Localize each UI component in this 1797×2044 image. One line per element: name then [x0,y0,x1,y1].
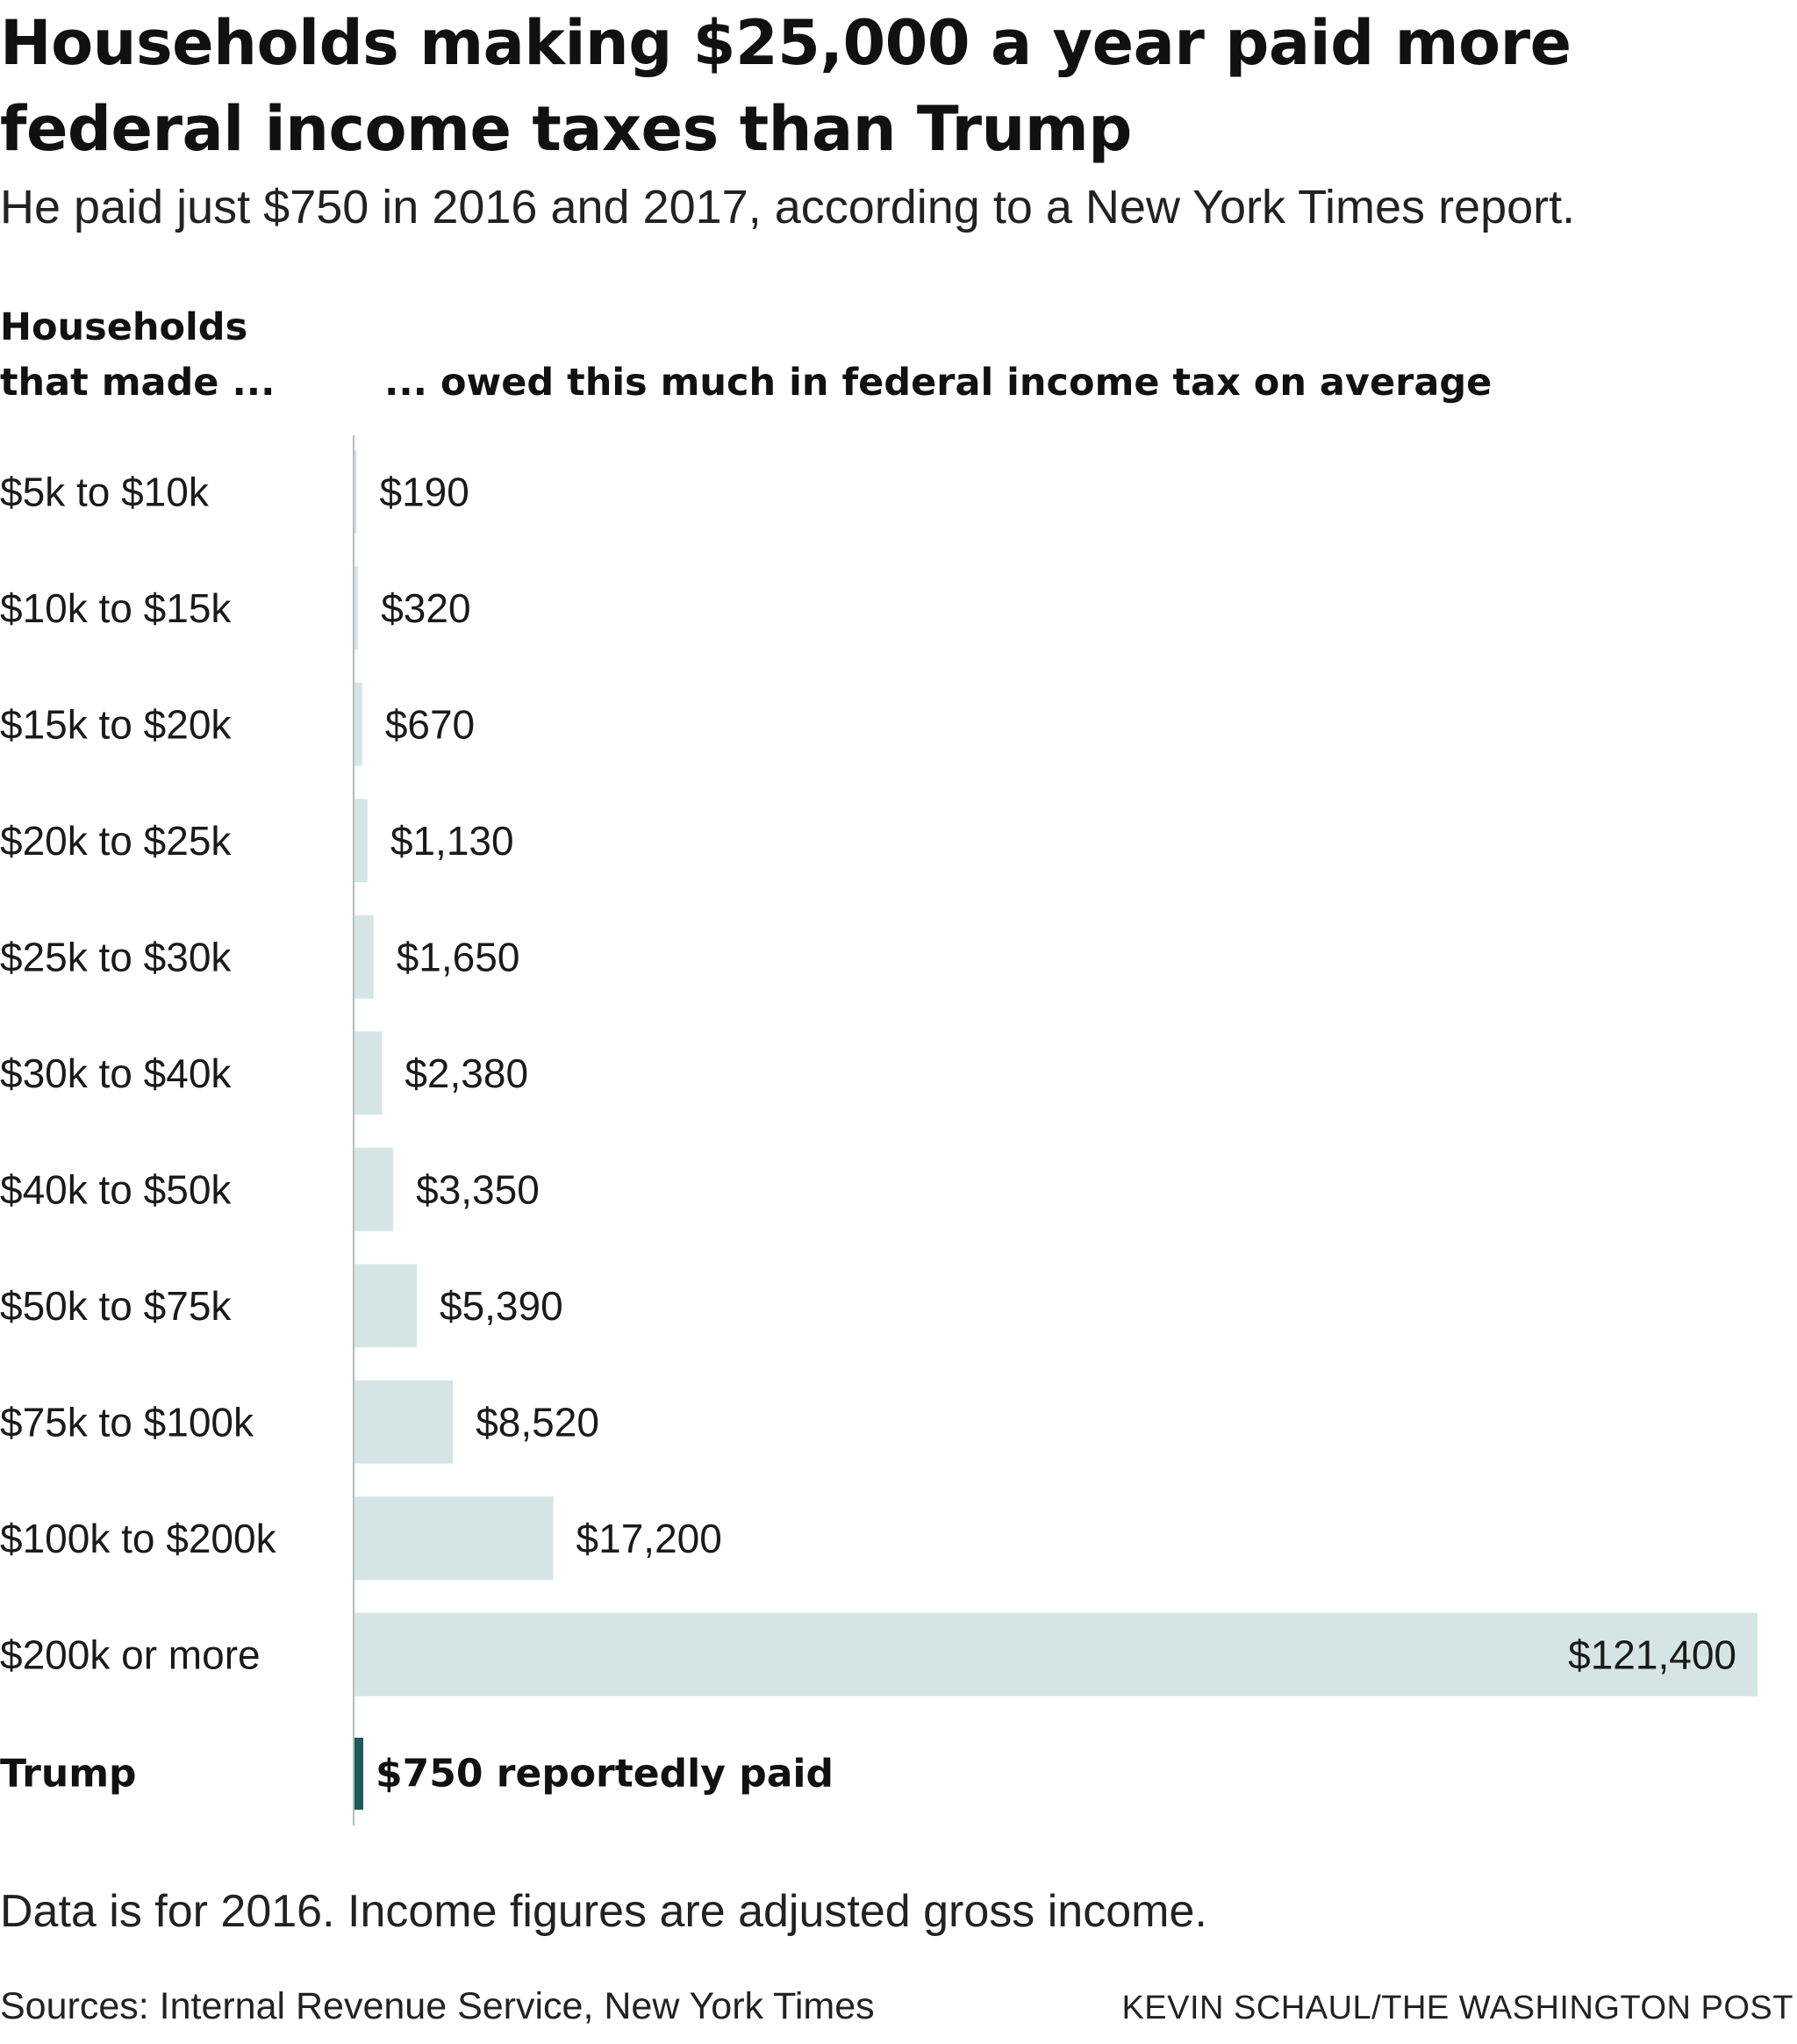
category-label: $25k to $30k [0,934,232,979]
chart-subtitle: He paid just $750 in 2016 and 2017, acco… [0,181,1576,233]
data-note: Data is for 2016. Income figures are adj… [0,1886,1207,1937]
bars-group: $5k to $10k $190 $10k to $15k $320 $15k to $… [0,449,1758,1696]
category-label: $15k to $20k [0,701,232,747]
value-label: $8,520 [476,1399,599,1445]
bar-5 [354,1031,383,1115]
sources-line: Sources: Internal Revenue Service, New Y… [0,1985,875,2027]
bar-8 [354,1380,454,1464]
bar-1 [354,566,359,650]
category-label: $10k to $15k [0,585,232,631]
credit-line: KEVIN SCHAUL/THE WASHINGTON POST [1121,1990,1793,2026]
bar-2 [354,682,362,766]
category-label: $30k to $40k [0,1051,232,1096]
trump-bar [354,1738,363,1810]
value-label: $2,380 [405,1051,528,1096]
bar-10 [354,1612,1758,1696]
value-label: $5,390 [440,1283,563,1329]
trump-category-label: Trump [0,1752,137,1797]
category-label: $20k to $25k [0,818,232,864]
value-label: $670 [385,701,475,747]
value-label: $1,650 [397,934,520,979]
chart-title: Households making $25,000 a year paid mo… [0,7,1571,165]
bar-6 [354,1147,394,1231]
bar-9 [354,1496,554,1581]
bar-4 [354,914,374,999]
value-label: $320 [381,585,470,631]
value-label: $1,130 [390,818,514,864]
category-label: $40k to $50k [0,1166,232,1212]
bar-3 [354,799,368,883]
category-label: $50k to $75k [0,1283,232,1329]
bar-0 [354,449,357,534]
category-label: $200k or more [0,1632,261,1677]
bar-chart: $5k to $10k $190 $10k to $15k $320 $15k to $… [0,435,1758,1825]
column-header-income: Households that made ... [0,305,276,405]
value-label: $17,200 [576,1516,722,1561]
bar-7 [354,1264,417,1348]
trump-row: Trump $750 reportedly paid [0,1738,834,1810]
trump-value-label: $750 reportedly paid [376,1752,834,1797]
column-header-tax: ... owed this much in federal income tax… [384,361,1493,405]
value-label: $3,350 [416,1166,540,1212]
category-label: $5k to $10k [0,469,210,514]
value-label: $121,400 [1568,1632,1736,1677]
category-label: $100k to $200k [0,1516,277,1561]
category-label: $75k to $100k [0,1399,254,1445]
value-label: $190 [380,469,469,514]
